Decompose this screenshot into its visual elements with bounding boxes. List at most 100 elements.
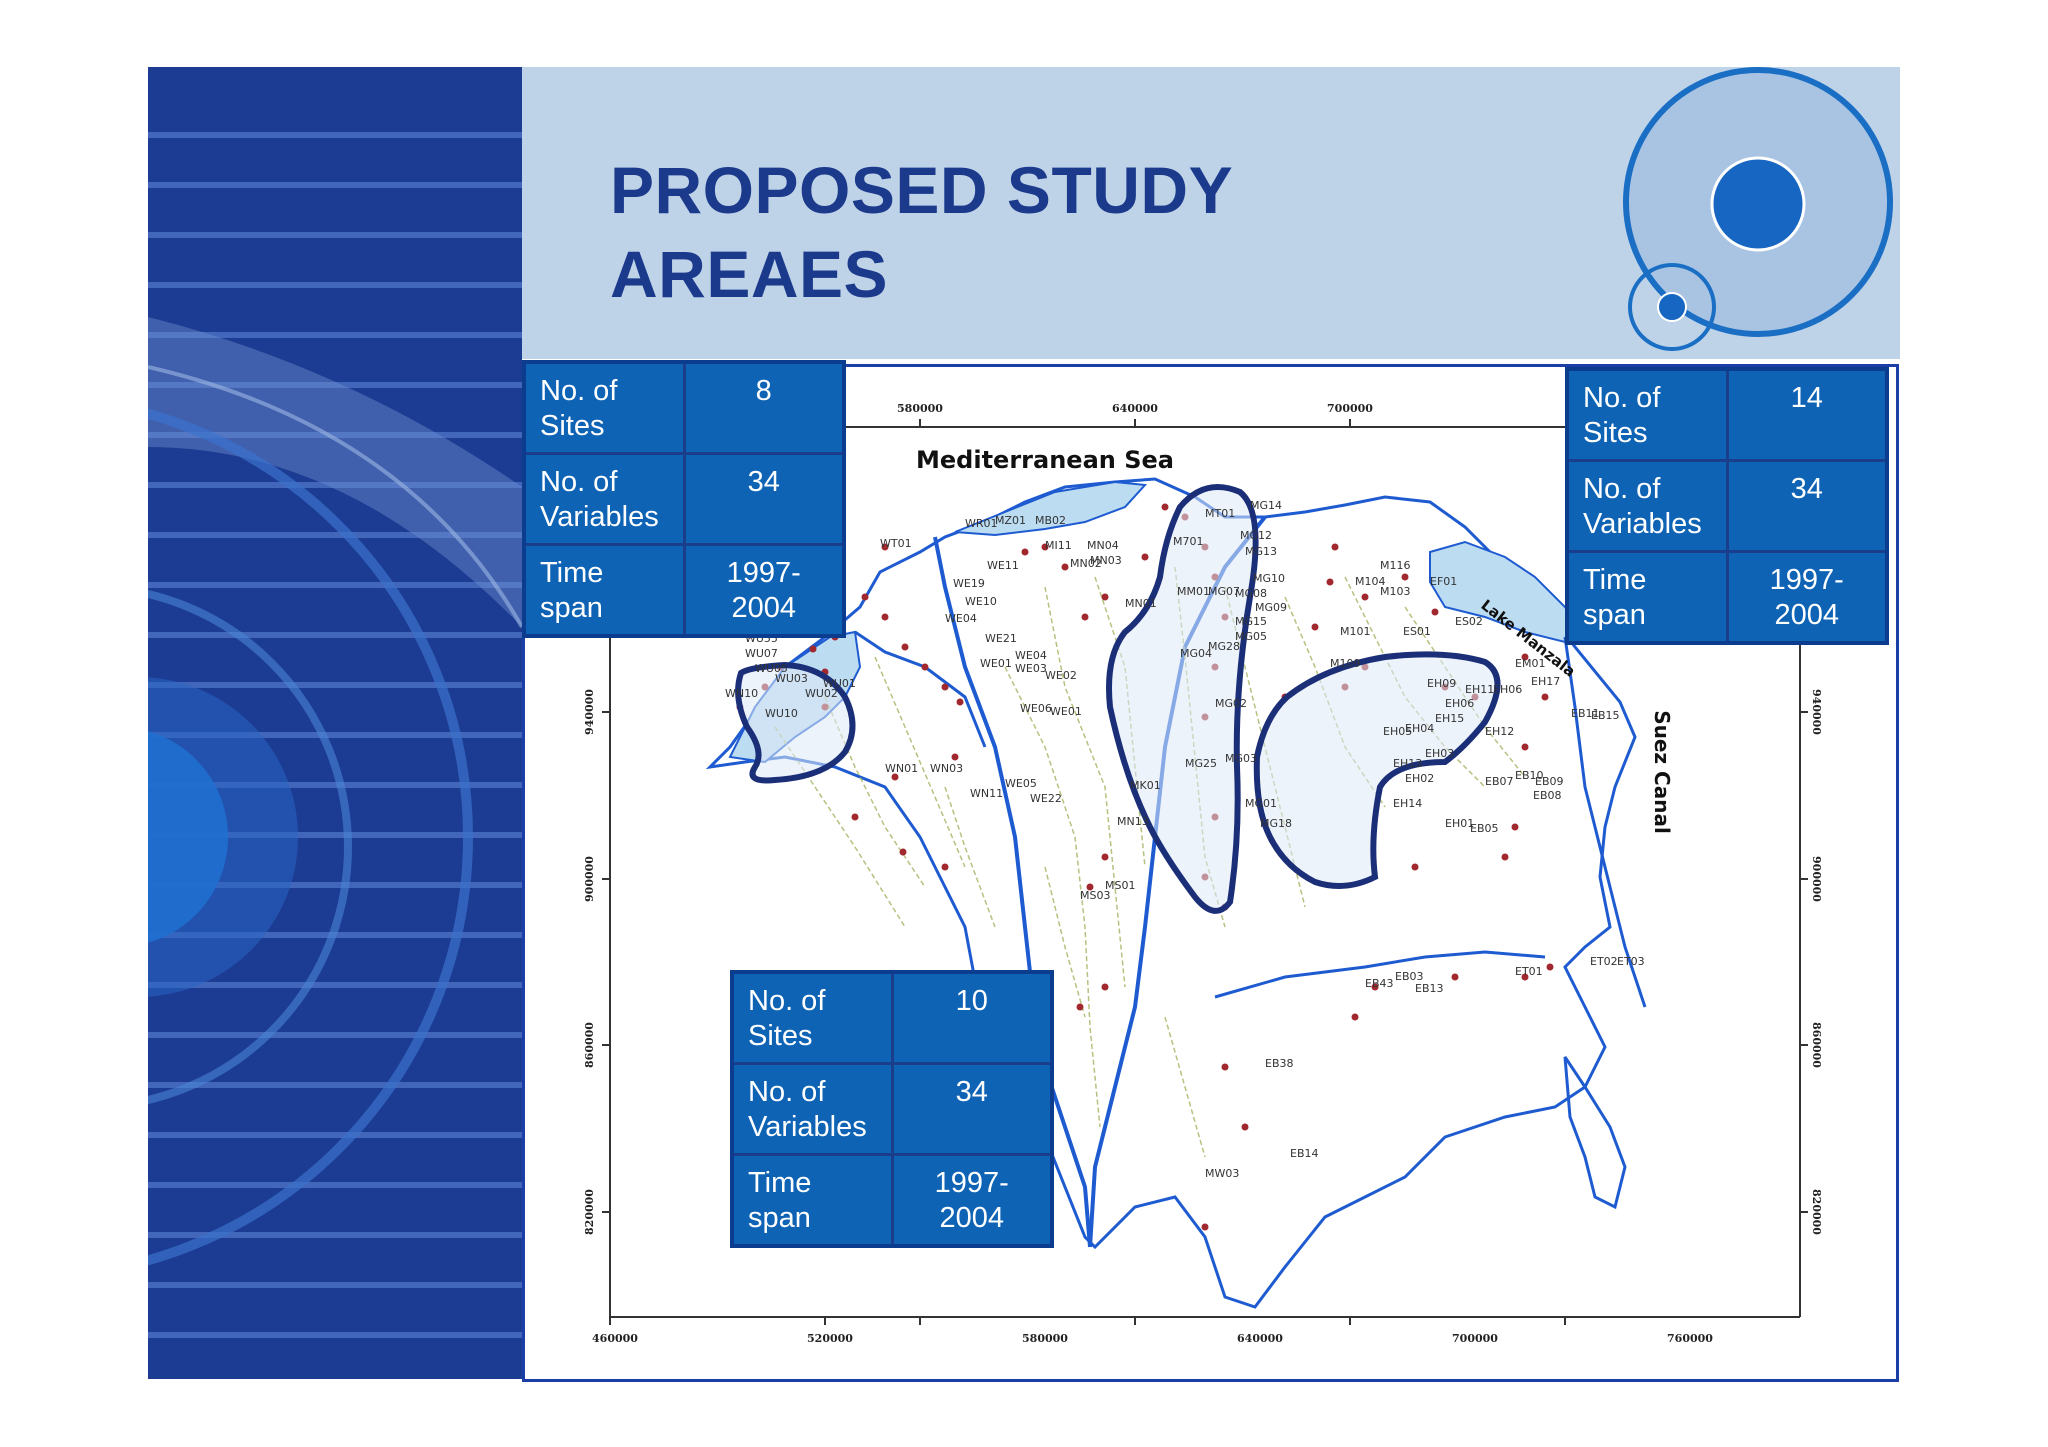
svg-text:EH14: EH14 (1393, 797, 1422, 810)
svg-text:MI11: MI11 (1045, 539, 1072, 552)
title-line-1: PROPOSED STUDY (610, 153, 1234, 227)
svg-text:EH03: EH03 (1425, 747, 1454, 760)
value-variables: 34 (1725, 459, 1889, 553)
svg-text:WT01: WT01 (880, 537, 912, 550)
tick-bottom-1: 460000 (592, 1332, 638, 1345)
svg-text:EH05: EH05 (1383, 725, 1412, 738)
tick-bottom-6: 760000 (1667, 1332, 1713, 1345)
svg-text:EB43: EB43 (1365, 977, 1394, 990)
tick-left-3: 860000 (583, 1022, 596, 1068)
table-row: No. of Variables 34 (730, 1062, 1054, 1156)
svg-text:MG04: MG04 (1180, 647, 1212, 660)
svg-text:M116: M116 (1380, 559, 1411, 572)
svg-text:MK01: MK01 (1130, 779, 1161, 792)
value-time-span: 1997-2004 (682, 543, 846, 638)
svg-text:EH12: EH12 (1485, 725, 1514, 738)
svg-text:MN02: MN02 (1070, 557, 1102, 570)
svg-text:EB08: EB08 (1533, 789, 1562, 802)
decorative-background (148, 67, 522, 1379)
label-variables: No. of Variables (522, 452, 686, 546)
table-row: Time span 1997-2004 (1565, 550, 1889, 645)
study-area-east-outline (1253, 651, 1501, 889)
label-time-span: Time span (522, 543, 686, 638)
svg-text:M103: M103 (1380, 585, 1411, 598)
svg-text:MG10: MG10 (1253, 572, 1285, 585)
svg-text:EB15: EB15 (1591, 709, 1620, 722)
svg-text:ET02: ET02 (1590, 955, 1618, 968)
table-row: No. of Variables 34 (1565, 459, 1889, 553)
svg-text:EH04: EH04 (1405, 722, 1434, 735)
svg-text:WU10: WU10 (765, 707, 798, 720)
nile-rosetta-branch (933, 536, 1092, 1248)
svg-text:WN03: WN03 (930, 762, 963, 775)
svg-text:MG07: MG07 (1208, 585, 1240, 598)
svg-text:WE02: WE02 (1045, 669, 1077, 682)
table-row: Time span 1997-2004 (522, 543, 846, 638)
svg-text:EF01: EF01 (1430, 575, 1457, 588)
svg-text:ET03: ET03 (1617, 955, 1645, 968)
svg-text:MT01: MT01 (1205, 507, 1235, 520)
tick-bottom-4: 640000 (1237, 1332, 1283, 1345)
suez-canal (1563, 636, 1647, 1008)
svg-text:WU03: WU03 (775, 672, 808, 685)
svg-text:MG01: MG01 (1245, 797, 1277, 810)
tick-top-2: 640000 (1112, 402, 1158, 415)
left-decorative-panel (148, 67, 522, 1379)
svg-text:WU02: WU02 (805, 687, 838, 700)
svg-text:EB14: EB14 (1290, 1147, 1319, 1160)
label-time-span: Time span (1565, 550, 1729, 645)
svg-text:EB09: EB09 (1535, 775, 1564, 788)
svg-text:MG13: MG13 (1245, 545, 1277, 558)
tick-left-4: 820000 (583, 1189, 596, 1235)
svg-text:MN03: MN03 (1090, 554, 1122, 567)
svg-text:EH13: EH13 (1393, 757, 1422, 770)
tick-right-4: 820000 (1810, 1189, 1823, 1235)
svg-text:M104: M104 (1355, 575, 1386, 588)
svg-text:WE01: WE01 (1050, 705, 1082, 718)
value-sites: 10 (890, 970, 1054, 1065)
svg-text:EB07: EB07 (1485, 775, 1514, 788)
svg-text:WE03: WE03 (1015, 662, 1047, 675)
table-row: No. of Variables 34 (522, 452, 846, 546)
svg-text:EB11: EB11 (1571, 707, 1600, 720)
eastern-canal (1214, 950, 1546, 999)
svg-text:MM01: MM01 (1177, 585, 1210, 598)
svg-text:EH02: EH02 (1405, 772, 1434, 785)
svg-text:MG05: MG05 (1235, 630, 1267, 643)
svg-text:EH15: EH15 (1435, 712, 1464, 725)
svg-text:EH06: EH06 (1493, 683, 1522, 696)
label-mediterranean-sea: Mediterranean Sea (916, 446, 1174, 474)
label-suez-canal: Suez Canal (1650, 710, 1674, 834)
svg-text:WN11: WN11 (970, 787, 1003, 800)
svg-text:MG09: MG09 (1255, 601, 1287, 614)
header-band (522, 67, 1900, 359)
value-sites: 14 (1725, 367, 1889, 462)
svg-text:WE10: WE10 (965, 595, 997, 608)
tick-bottom-5: 700000 (1452, 1332, 1498, 1345)
svg-text:MG08: MG08 (1235, 587, 1267, 600)
svg-text:EH17: EH17 (1531, 675, 1560, 688)
table-row: No. of Sites 8 (522, 360, 846, 455)
svg-text:ET01: ET01 (1515, 965, 1543, 978)
svg-text:WE22: WE22 (1030, 792, 1062, 805)
tick-right-3: 860000 (1810, 1022, 1823, 1068)
label-sites: No. of Sites (730, 970, 894, 1065)
study-area-west-outline (735, 661, 856, 784)
svg-text:WE05: WE05 (1005, 777, 1037, 790)
svg-text:EB03: EB03 (1395, 970, 1424, 983)
svg-text:WR01: WR01 (965, 517, 998, 530)
svg-text:WU07: WU07 (745, 647, 778, 660)
svg-text:MZ01: MZ01 (995, 514, 1026, 527)
tick-top-3: 700000 (1327, 402, 1373, 415)
value-time-span: 1997-2004 (890, 1153, 1054, 1248)
northern-lake-burullus (954, 480, 1148, 537)
tick-bottom-2: 520000 (807, 1332, 853, 1345)
svg-text:M101: M101 (1340, 625, 1371, 638)
svg-text:WN10: WN10 (725, 687, 758, 700)
svg-text:WE01: WE01 (980, 657, 1012, 670)
label-variables: No. of Variables (1565, 459, 1729, 553)
svg-text:MW03: MW03 (1205, 1167, 1239, 1180)
tick-right-2: 900000 (1810, 856, 1823, 902)
tick-left-2: 900000 (583, 856, 596, 902)
page-title: PROPOSED STUDY AREAES (610, 148, 1233, 316)
